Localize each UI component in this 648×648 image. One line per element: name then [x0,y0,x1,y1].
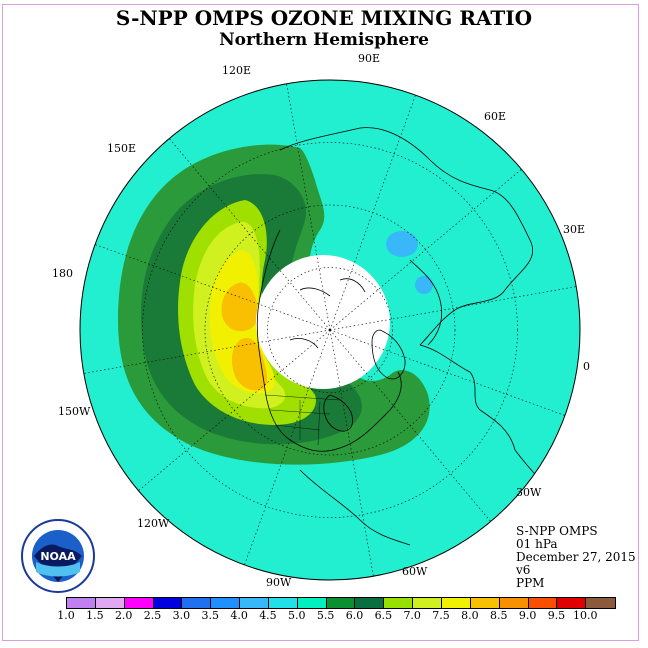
lon-label-30w: 30W [516,486,542,499]
colorbar-swatch [441,598,471,608]
lon-label-30e: 30E [563,223,586,236]
colorbar-tick-label: 2.5 [143,609,162,622]
coast-northamerica-east [289,371,402,452]
colorbar-tick-label: 5.5 [316,609,335,622]
meridian-line [329,94,416,331]
noaa-logo-text: NOAA [40,550,76,563]
colorbar-tick-label: 8.5 [490,609,508,622]
colorbar-swatch [528,598,558,608]
colorbar-tick-label: 3.0 [172,609,191,622]
colorbar-tick-label: 8.0 [461,609,479,622]
latitude-circle [267,267,393,393]
colorbar-swatch [470,598,500,608]
lon-label-120e: 120E [222,64,252,77]
colorbar-swatch [95,598,125,608]
coast-scandinavia [409,259,443,346]
colorbar [66,597,617,609]
colorbar-swatch [124,598,154,608]
meridian-line [329,169,522,331]
arctic-islands [289,278,366,349]
lon-label-120w: 120W [137,517,170,530]
info-version: v6 [516,563,531,577]
colorbar-tick-label: 6.0 [345,609,364,622]
meridian-line [244,329,331,566]
lon-label-150e: 150E [107,142,137,155]
colorbar-tick-label: 9.5 [547,609,566,622]
coast-hudson [323,394,353,432]
borders-us [264,394,341,446]
polar-night-area [256,255,390,389]
meridian-line [169,138,331,331]
info-level: 01 hPa [516,537,558,551]
colorbar-tick-label: 1.5 [86,609,104,622]
lon-label-0: 0 [583,360,590,373]
noaa-logo: NOAA [21,519,95,593]
coast-eurasia [279,127,534,346]
colorbar-swatch [557,598,587,608]
info-block: S-NPP OMPS 01 hPa December 27, 2015 v6 P… [516,525,636,590]
meridian-line [94,244,331,331]
ozone-band-8.0-b [231,337,268,391]
colorbar-swatch [297,598,327,608]
colorbar-swatch [268,598,298,608]
ozone-low-patch-b [415,276,433,294]
colorbar-tick-label: 10.0 [573,609,598,622]
lon-label-60w: 60W [402,565,428,578]
meridian-line [83,329,331,374]
colorbar-tick-label: 3.5 [201,609,220,622]
colorbar-swatch [67,598,96,608]
colorbar-swatch [182,598,212,608]
map-title: S-NPP OMPS OZONE MIXING RATIO [115,6,533,30]
meridian-line [138,329,331,491]
lon-label-60e: 60E [484,110,507,123]
latitude-circle [204,204,456,456]
latitude-circle [142,142,518,518]
coast-europe [419,344,516,451]
info-units: PPM [516,576,545,590]
info-instrument: S-NPP OMPS [516,524,598,538]
lon-label-180: 180 [52,267,73,280]
figure-frame [2,4,639,641]
meridian-line [286,83,331,331]
colorbar-swatch [211,598,241,608]
colorbar-swatch [586,598,616,608]
map-boundary [79,79,581,581]
colorbar-tick-label: 4.5 [259,609,277,622]
lon-label-150w: 150W [58,405,91,418]
colorbar-tick-label: 1.0 [57,609,75,622]
colorbar-tick-label: 7.0 [403,609,421,622]
colorbar-tick-label: 9.0 [518,609,537,622]
colorbar-swatch [240,598,269,608]
coast-greenland [371,329,406,380]
colorbar-tick-label: 7.5 [432,609,450,622]
map-subtitle: Northern Hemisphere [219,30,429,50]
colorbar-ticks: 1.0 1.5 2.0 2.5 3.0 3.5 4.0 4.5 5.0 5.5 6.0 6.5 7.0 7… [0,609,648,623]
meridian-line [329,329,491,522]
colorbar-swatch [355,598,385,608]
colorbar-swatch [153,598,183,608]
colorbar-swatch [499,598,529,608]
colorbar-tick-label: 5.0 [288,609,306,622]
coast-central-america [299,469,411,546]
lon-label-90w: 90W [266,576,292,589]
ozone-low-patch-a [386,231,418,257]
colorbar-swatch [384,598,414,608]
meridian-line [329,329,374,577]
meridian-line [329,329,566,416]
lon-label-90e: 90E [358,52,381,65]
colorbar-swatch [413,598,442,608]
colorbar-tick-label: 6.5 [374,609,393,622]
meridian-line [329,286,577,331]
coast-northamerica-west [256,229,291,441]
info-date: December 27, 2015 [516,550,636,564]
colorbar-tick-label: 4.0 [230,609,248,622]
ozone-band-8.0-a [221,282,258,332]
colorbar-swatch [326,598,356,608]
colorbar-tick-label: 2.0 [114,609,133,622]
